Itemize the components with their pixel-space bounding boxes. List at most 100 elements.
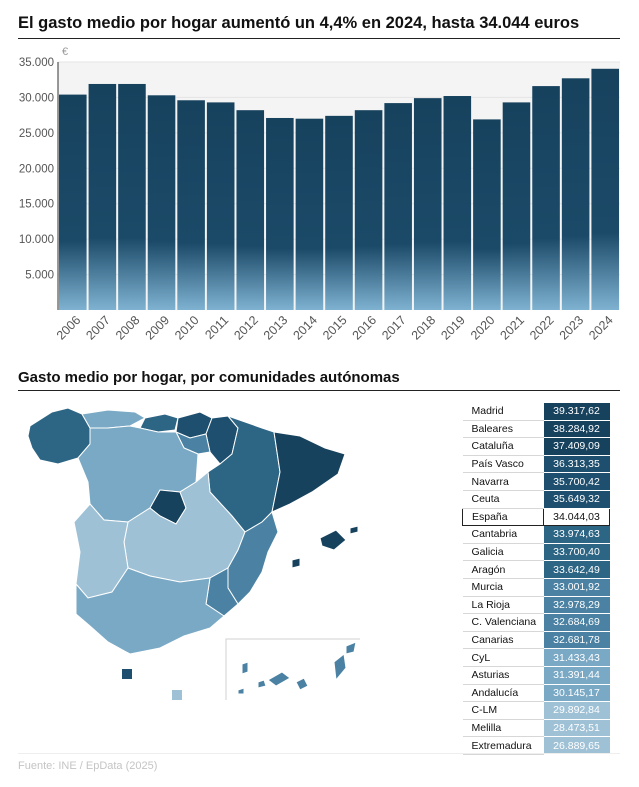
y-tick-label: 30.000 xyxy=(19,92,54,104)
x-tick-label: 2022 xyxy=(527,313,557,343)
y-tick-label: 10.000 xyxy=(19,234,54,246)
region-value: 33.974,63 xyxy=(543,525,610,544)
bar-2017 xyxy=(384,103,412,310)
region-name: Asturias xyxy=(462,666,544,685)
region-value: 33.642,49 xyxy=(543,560,610,579)
region-melilla xyxy=(172,690,182,700)
canarias-inset-frame xyxy=(225,638,360,700)
x-tick-label: 2010 xyxy=(172,313,202,343)
table-row: Cataluña 37.409,09 xyxy=(462,437,610,456)
table-row: Madrid 39.317,62 xyxy=(462,403,610,421)
region-value: 39.317,62 xyxy=(543,403,610,421)
region-cataluna xyxy=(271,431,346,513)
y-axis-unit: € xyxy=(62,46,68,58)
x-tick-labels: 2006 2007 2008 2009 2010 2011 2012 2013 2014 2015… xyxy=(54,313,616,343)
table-row: CyL 31.433,43 xyxy=(462,648,610,667)
region-baleares-ibiza xyxy=(291,557,301,569)
bar-2019 xyxy=(443,96,472,310)
region-value: 32.684,69 xyxy=(543,613,610,632)
bar-2021 xyxy=(502,102,531,310)
region-name: Navarra xyxy=(462,472,544,491)
x-tick-label: 2011 xyxy=(202,313,231,342)
region-name: Galicia xyxy=(462,543,544,562)
x-tick-label: 2016 xyxy=(350,313,380,343)
region-name: La Rioja xyxy=(462,596,544,615)
y-tick-label: 15.000 xyxy=(19,199,54,211)
table-row: C. Valenciana 32.684,69 xyxy=(462,613,610,632)
region-value: 33.001,92 xyxy=(543,578,610,597)
regions-ranking-table: Madrid 39.317,62 Baleares 38.284,92 Cataluña… xyxy=(462,403,610,755)
bar-2007 xyxy=(88,83,117,310)
region-name: País Vasco xyxy=(462,455,544,474)
region-name: CyL xyxy=(462,648,544,667)
x-tick-label: 2008 xyxy=(113,313,143,343)
region-name: Canarias xyxy=(462,631,544,650)
x-tick-label: 2014 xyxy=(290,313,320,343)
region-name: Extremadura xyxy=(462,736,544,755)
x-tick-label: 2015 xyxy=(320,313,350,343)
x-tick-label: 2024 xyxy=(586,313,616,343)
bar-2018 xyxy=(413,98,442,310)
chart-title: El gasto medio por hogar aumentó un 4,4%… xyxy=(18,14,620,39)
region-value: 36.313,35 xyxy=(543,455,610,474)
x-tick-label: 2012 xyxy=(231,313,261,343)
bar-2024 xyxy=(591,68,619,310)
bar-2013 xyxy=(266,117,294,310)
y-tick-labels: 5.000 10.000 15.000 20.000 25.000 30.000 35.00… xyxy=(19,57,54,282)
table-row: Cantabria 33.974,63 xyxy=(462,525,610,544)
region-name: C-LM xyxy=(462,701,544,720)
table-row: Andalucía 30.145,17 xyxy=(462,684,610,703)
region-name: Cantabria xyxy=(462,525,544,544)
bar-2016 xyxy=(354,110,383,310)
region-name: Ceuta xyxy=(462,490,544,509)
bar-2006 xyxy=(59,94,87,310)
region-canarias-fv xyxy=(333,653,347,682)
region-andalucia xyxy=(75,567,225,655)
y-tick-label: 5.000 xyxy=(25,270,54,282)
region-value: 29.892,84 xyxy=(543,701,610,720)
source-note: Fuente: INE / EpData (2025) xyxy=(18,760,158,772)
map-section-title: Gasto medio por hogar, por comunidades a… xyxy=(18,369,620,391)
table-row: Extremadura 26.889,65 xyxy=(462,736,610,755)
region-canarias-lz xyxy=(345,641,357,655)
table-row: Asturias 31.391,44 xyxy=(462,666,610,685)
region-c-valenciana xyxy=(227,511,279,605)
bars xyxy=(59,68,619,311)
region-name: Aragón xyxy=(462,560,544,579)
x-tick-label: 2013 xyxy=(261,313,291,343)
y-tick-label: 35.000 xyxy=(19,57,54,69)
region-value: 35.700,42 xyxy=(543,472,610,491)
table-row: España 34.044,03 xyxy=(462,507,610,527)
region-value: 26.889,65 xyxy=(543,736,610,755)
region-value: 30.145,17 xyxy=(543,684,610,703)
x-tick-label: 2020 xyxy=(468,313,498,343)
region-value: 35.649,32 xyxy=(543,490,610,509)
region-name: España xyxy=(462,507,544,527)
region-value: 37.409,09 xyxy=(543,437,610,456)
region-name: Madrid xyxy=(462,403,544,421)
table-row: C-LM 29.892,84 xyxy=(462,701,610,720)
region-name: Baleares xyxy=(462,420,544,439)
bar-chart: € 5.000 10.000 15.000 20.000 25.000 30.000 35.… xyxy=(19,46,620,343)
region-asturias xyxy=(81,409,147,429)
y-tick-label: 25.000 xyxy=(19,128,54,140)
region-name: Murcia xyxy=(462,578,544,597)
spain-choropleth-map xyxy=(27,407,360,700)
region-value: 28.473,51 xyxy=(543,719,610,738)
region-value: 33.700,40 xyxy=(543,543,610,562)
bar-2022 xyxy=(532,86,560,310)
x-tick-label: 2023 xyxy=(557,313,587,343)
x-tick-label: 2019 xyxy=(438,313,468,343)
region-ceuta xyxy=(122,669,132,679)
table-row: Canarias 32.681,78 xyxy=(462,631,610,650)
x-tick-label: 2007 xyxy=(83,313,113,343)
table-row: Navarra 35.700,42 xyxy=(462,472,610,491)
y-tick-label: 20.000 xyxy=(19,163,54,175)
table-row: Murcia 33.001,92 xyxy=(462,578,610,597)
table-row: Galicia 33.700,40 xyxy=(462,543,610,562)
bar-2023 xyxy=(561,78,590,310)
region-value: 32.681,78 xyxy=(543,631,610,650)
table-row: Ceuta 35.649,32 xyxy=(462,490,610,509)
x-tick-label: 2009 xyxy=(143,313,173,343)
region-name: Andalucía xyxy=(462,684,544,703)
